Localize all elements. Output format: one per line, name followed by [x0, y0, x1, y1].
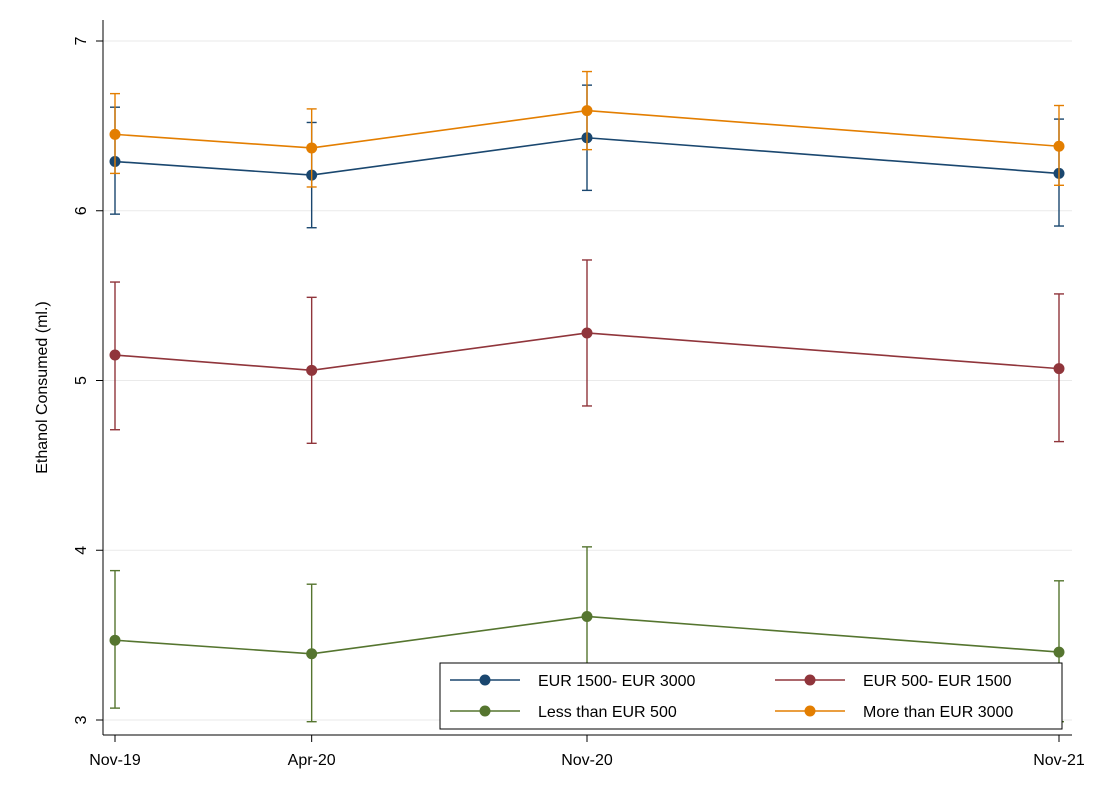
legend-label: EUR 500- EUR 1500 [863, 673, 1012, 690]
series-line [114, 109, 1060, 149]
data-point [1053, 646, 1065, 658]
data-point [1053, 140, 1065, 152]
legend: EUR 1500- EUR 3000 EUR 500- EUR 1500 Less … [439, 662, 1063, 730]
legend-label: More than EUR 3000 [863, 704, 1013, 721]
data-point [109, 349, 121, 361]
series-line [114, 136, 1060, 176]
data-point [109, 128, 121, 140]
legend-marker [479, 705, 491, 717]
legend-item: EUR 1500- EUR 3000 [450, 673, 696, 690]
data-point [1053, 363, 1065, 375]
x-tick-label: Nov-20 [561, 752, 613, 769]
x-tick-label: Nov-19 [89, 752, 141, 769]
data-point [581, 327, 593, 339]
series-3 [109, 70, 1065, 188]
legend-box [439, 662, 1063, 730]
y-tick-label: 3 [73, 715, 90, 724]
series-line [114, 332, 1060, 372]
legend-marker [479, 674, 491, 686]
legend-label: EUR 1500- EUR 3000 [538, 673, 696, 690]
y-tick-label: 4 [73, 546, 90, 555]
legend-label: Less than EUR 500 [538, 704, 677, 721]
data-point [306, 648, 318, 660]
series-1 [109, 259, 1065, 445]
y-axis: 3 4 5 6 7 [73, 20, 104, 735]
legend-item: More than EUR 3000 [775, 704, 1013, 721]
series-line [114, 615, 1060, 655]
x-axis: Nov-19 Apr-20 Nov-20 Nov-21 [89, 734, 1085, 769]
y-tick-label: 5 [73, 376, 90, 385]
x-tick-label: Apr-20 [288, 752, 336, 769]
legend-marker [804, 674, 816, 686]
y-tick-label: 6 [73, 206, 90, 215]
series-layer [109, 70, 1065, 723]
data-point [581, 610, 593, 622]
data-point [306, 364, 318, 376]
legend-item: Less than EUR 500 [450, 704, 677, 721]
x-tick-label: Nov-21 [1033, 752, 1085, 769]
data-point [109, 634, 121, 646]
data-point [306, 142, 318, 154]
legend-item: EUR 500- EUR 1500 [775, 673, 1012, 690]
y-axis-title: Ethanol Consumed (ml.) [34, 301, 51, 474]
legend-marker [804, 705, 816, 717]
y-tick-label: 7 [73, 36, 90, 45]
data-point [581, 105, 593, 117]
